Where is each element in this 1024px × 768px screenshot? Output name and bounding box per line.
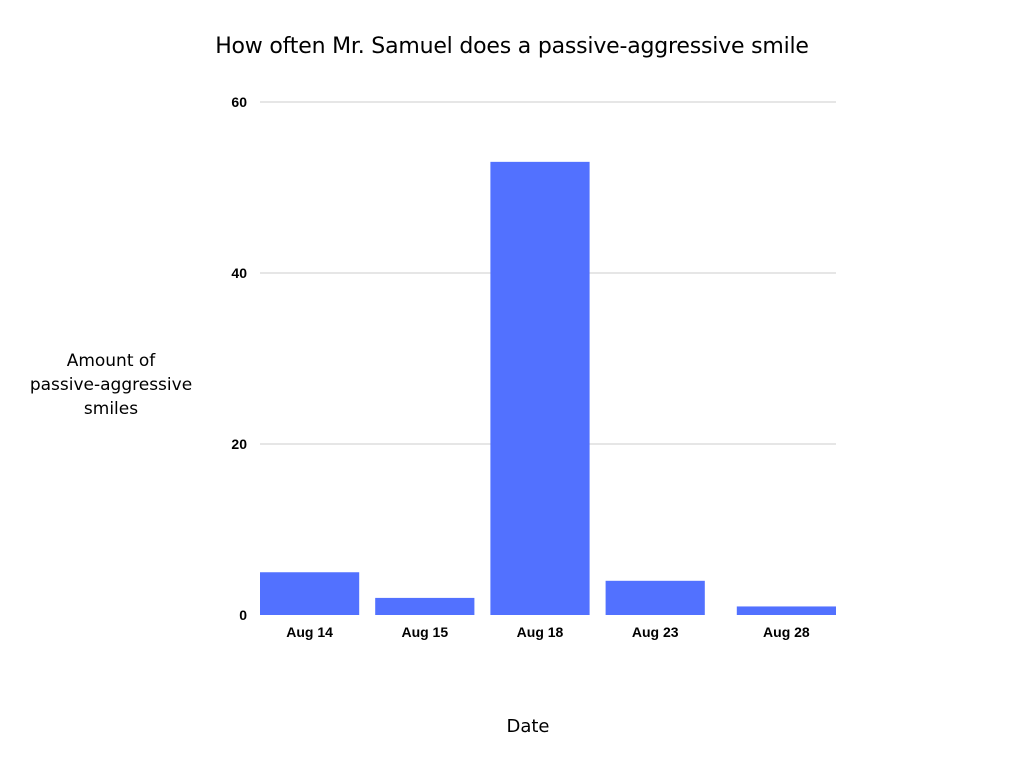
x-tick-label: Aug 14	[286, 624, 333, 640]
x-axis-title: Date	[506, 716, 550, 737]
x-tick-label: Aug 15	[401, 624, 448, 640]
x-tick-label: Aug 18	[517, 624, 564, 640]
y-tick-label: 60	[231, 94, 247, 110]
chart-title: How often Mr. Samuel does a passive-aggr…	[215, 34, 809, 59]
x-tick-labels: Aug 14 Aug 15 Aug 18 Aug 23 Aug 28	[286, 624, 810, 640]
bar	[260, 572, 360, 615]
y-tick-label: 20	[231, 436, 247, 452]
bar	[605, 580, 705, 615]
bars	[260, 161, 836, 615]
bar	[375, 597, 475, 615]
y-tick-label: 0	[239, 607, 247, 623]
bar	[490, 161, 590, 615]
y-tick-label: 40	[231, 265, 247, 281]
x-tick-label: Aug 28	[763, 624, 810, 640]
y-tick-labels: 0 20 40 60	[231, 94, 247, 623]
x-tick-label: Aug 23	[632, 624, 679, 640]
bar	[736, 606, 836, 615]
y-axis-title: Amount of passive-aggressive smiles	[29, 351, 193, 419]
